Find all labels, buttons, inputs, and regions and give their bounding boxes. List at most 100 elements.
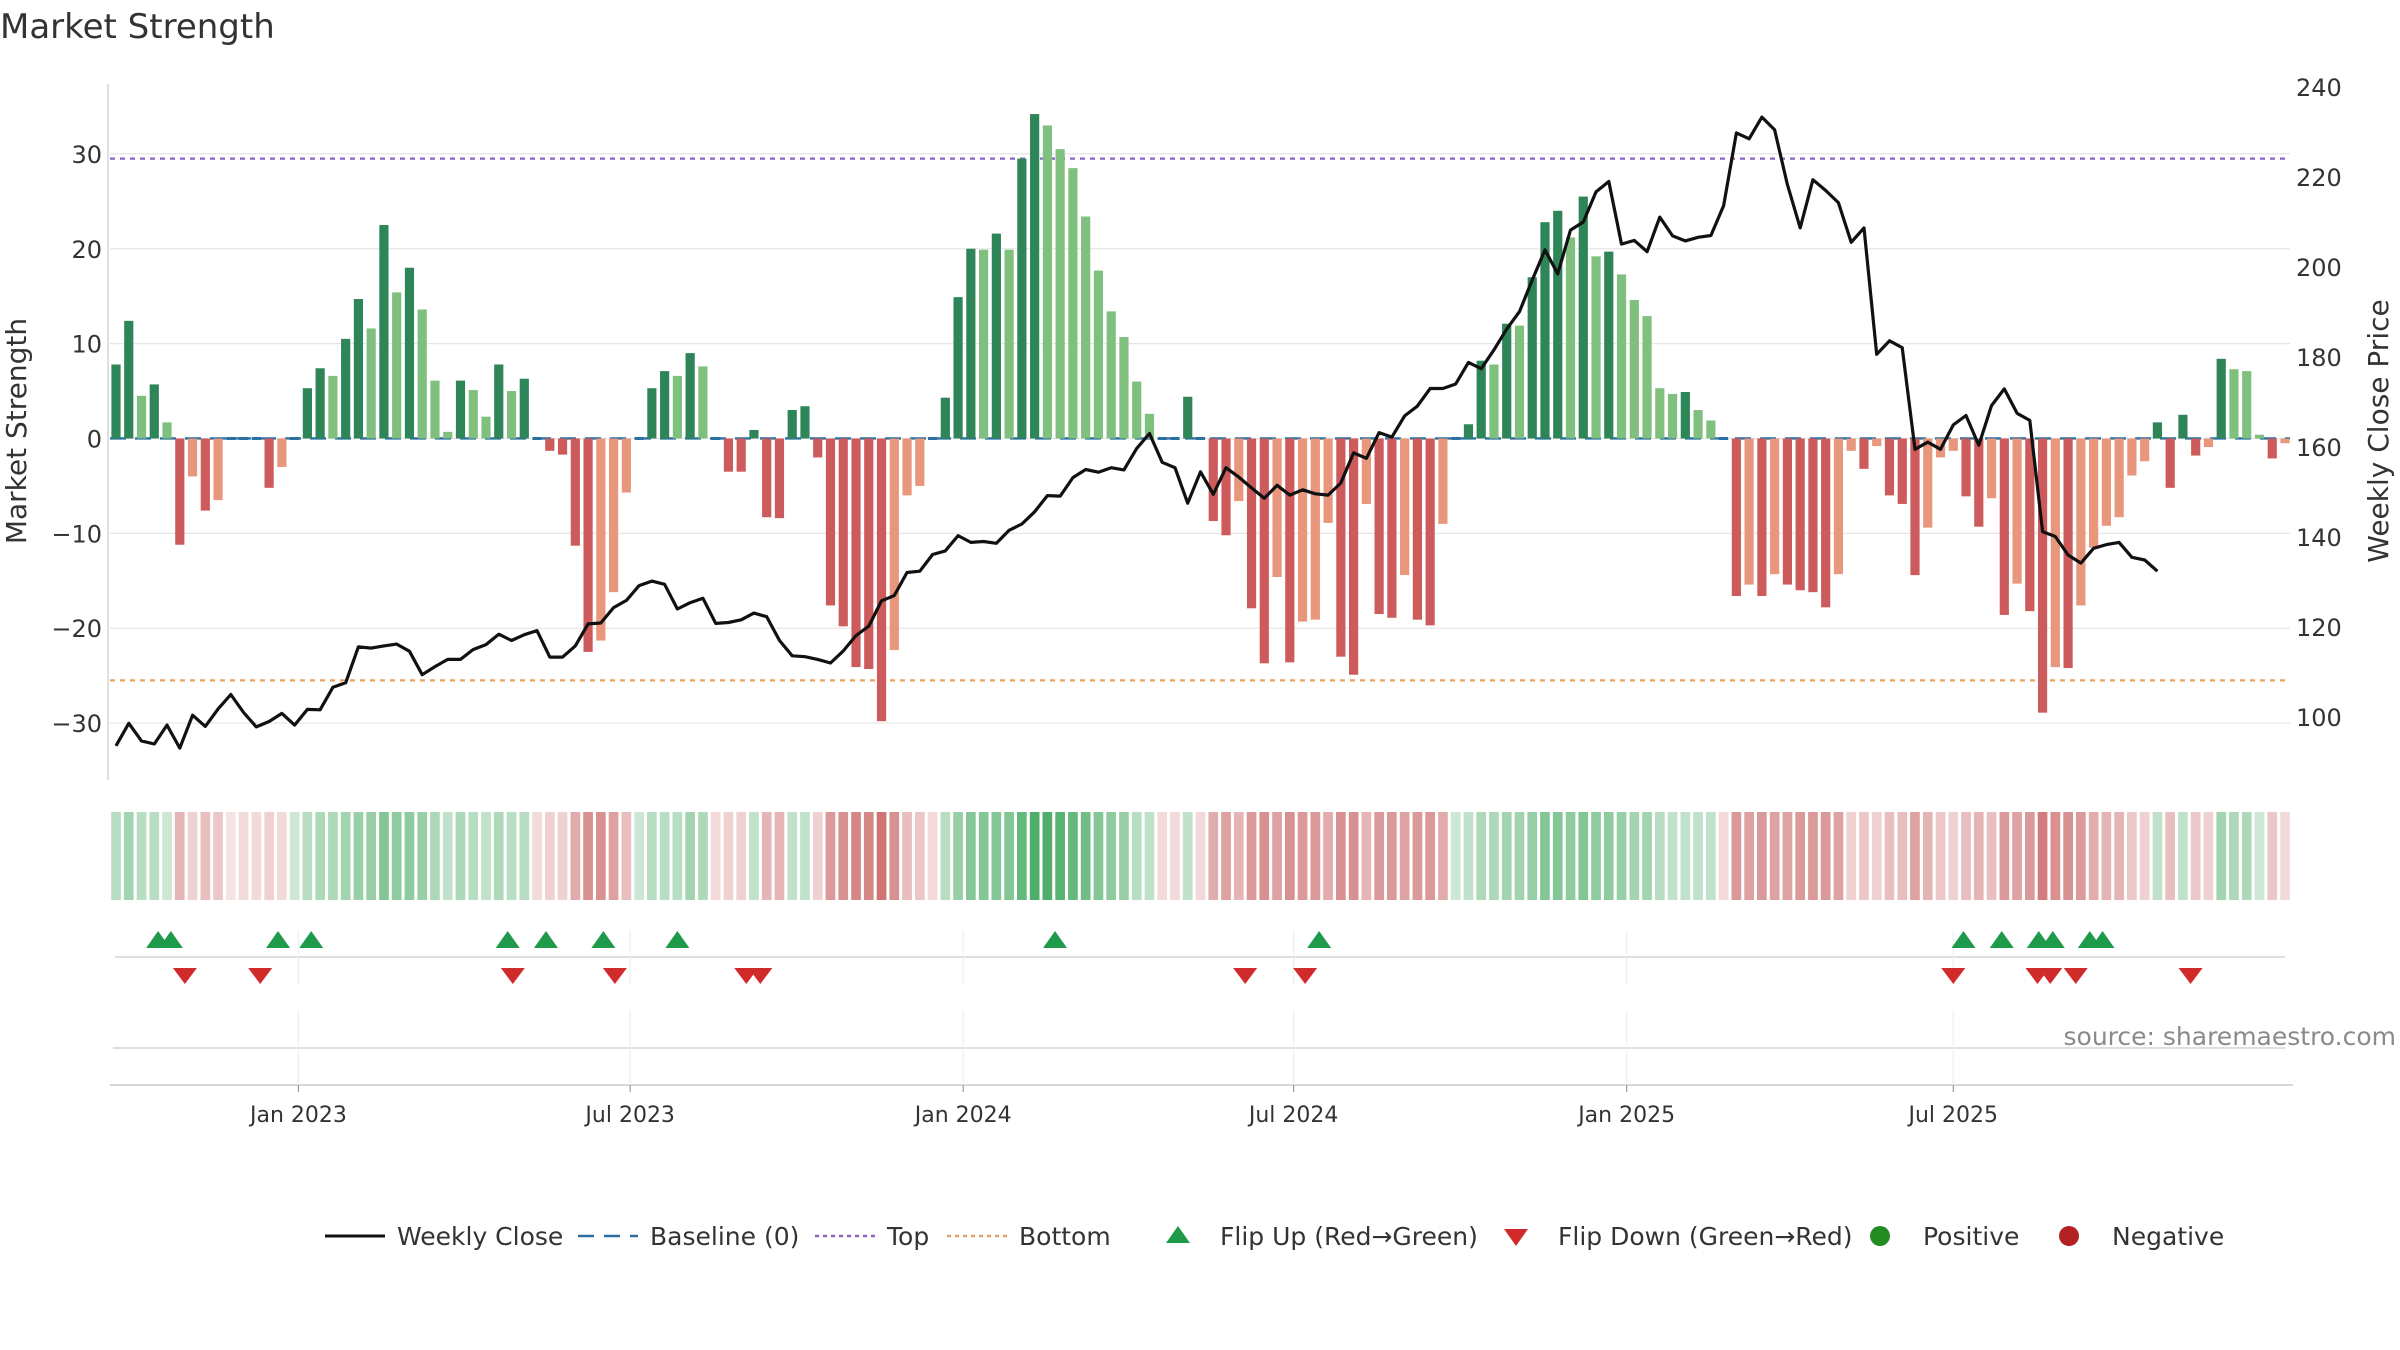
x-tick-label: Jul 2023 (583, 1103, 675, 1128)
heat-cell (2254, 812, 2265, 900)
heat-cell (2241, 812, 2252, 900)
strength-bar (1093, 270, 1104, 439)
strength-bar (723, 438, 734, 472)
strength-bar (1349, 438, 1359, 675)
left-tick-label: 0 (87, 425, 102, 453)
strength-bar (1910, 438, 1920, 576)
left-tick-label: 10 (71, 331, 102, 359)
heat-cell (1042, 812, 1053, 900)
heat-cell (123, 812, 134, 900)
right-tick-label: 220 (2296, 164, 2342, 192)
legend-positive-swatch (1870, 1226, 1890, 1246)
legend-negative-swatch (2059, 1226, 2079, 1246)
strength-bar (1310, 438, 1320, 620)
strength-bar (2101, 438, 2111, 526)
strength-bar (1208, 438, 1218, 522)
heat-cell (1999, 812, 2010, 900)
strength-bar (1272, 438, 1282, 577)
strength-bar (1757, 438, 1767, 596)
flip-down-marker (2063, 968, 2088, 984)
flip-up-marker (1989, 931, 2014, 948)
heat-cell (685, 812, 695, 900)
strength-bar (953, 297, 963, 439)
heat-cell (698, 812, 708, 900)
legend-flip-up-swatch (1166, 1226, 1190, 1243)
strength-bar (685, 353, 695, 439)
strength-bar (1693, 410, 1703, 439)
strength-bar (1374, 438, 1384, 614)
strength-bar (506, 391, 517, 439)
strength-bar (1451, 436, 1461, 440)
strength-bar (2191, 438, 2201, 456)
strength-bar (1616, 274, 1627, 439)
heat-cell (1501, 812, 1512, 900)
strength-bar (2165, 438, 2175, 488)
heat-cell (442, 812, 453, 900)
strength-bar (1170, 436, 1180, 440)
flip-down-marker (602, 968, 627, 984)
heat-cell (723, 812, 734, 900)
strength-bar (1923, 438, 1933, 528)
heat-cell (1820, 812, 1831, 900)
strength-bar (1412, 438, 1422, 620)
right-tick-label: 140 (2296, 524, 2342, 552)
heat-cell (2127, 812, 2137, 900)
heat-cell (1310, 812, 1321, 900)
strength-bar (2012, 438, 2022, 584)
heat-cell (174, 812, 185, 900)
heat-cell (1208, 812, 1219, 900)
flip-up-marker (591, 931, 616, 948)
heat-cell (1348, 812, 1359, 900)
heat-cell (1680, 812, 1691, 900)
heat-cell (966, 812, 976, 900)
left-tick-label: −30 (51, 710, 102, 738)
strength-bar (621, 438, 631, 493)
strength-bar (1463, 424, 1474, 439)
heat-cell (1233, 812, 1244, 900)
flip-up-marker (2090, 931, 2115, 948)
x-axis: Jan 2023 Jul 2023 Jan 2024 Jul 2024 Jan 2025… (248, 1085, 1998, 1128)
strength-bar (2267, 438, 2277, 459)
heat-cell (825, 812, 836, 900)
heat-cell (2139, 812, 2150, 900)
heat-cell (251, 812, 262, 900)
strength-bar (1081, 216, 1091, 439)
strength-bar (328, 375, 338, 439)
heat-cell (876, 812, 887, 900)
flip-up-marker (158, 931, 183, 948)
strength-bar (1285, 438, 1295, 663)
heat-cell (1706, 812, 1716, 900)
heat-cell (761, 812, 772, 900)
strength-bar (1884, 438, 1895, 496)
legend-label-baseline: Baseline (0) (650, 1222, 799, 1251)
strength-bar (200, 438, 210, 511)
strength-bar (2037, 438, 2048, 713)
strength-bar (226, 436, 236, 440)
heat-cell (2229, 812, 2239, 900)
strength-bar (1502, 323, 1512, 439)
strength-bar (1821, 438, 1831, 608)
heat-cell (111, 812, 121, 900)
strength-bar (111, 364, 121, 439)
strength-bar (596, 438, 606, 641)
heat-cell (787, 812, 798, 900)
legend-label-bottom: Bottom (1019, 1222, 1111, 1251)
heat-cell (902, 812, 912, 900)
strength-bar (290, 436, 300, 440)
heat-cell (1425, 812, 1435, 900)
strength-bar (2242, 371, 2252, 439)
strength-bar (1297, 438, 1308, 622)
heat-cell (162, 812, 172, 900)
strength-bar (557, 438, 568, 455)
strength-bar (762, 438, 772, 518)
strength-bar (136, 395, 147, 439)
strength-bar (1578, 196, 1588, 439)
flip-up-marker (266, 931, 291, 948)
heat-cell (953, 812, 963, 900)
heat-cell (1769, 812, 1780, 900)
weekly-close-line (114, 115, 2159, 750)
heat-cell (1973, 812, 1984, 900)
strength-bar (825, 438, 836, 606)
strength-bar (1425, 438, 1435, 626)
chart-title: Market Strength (0, 7, 275, 47)
